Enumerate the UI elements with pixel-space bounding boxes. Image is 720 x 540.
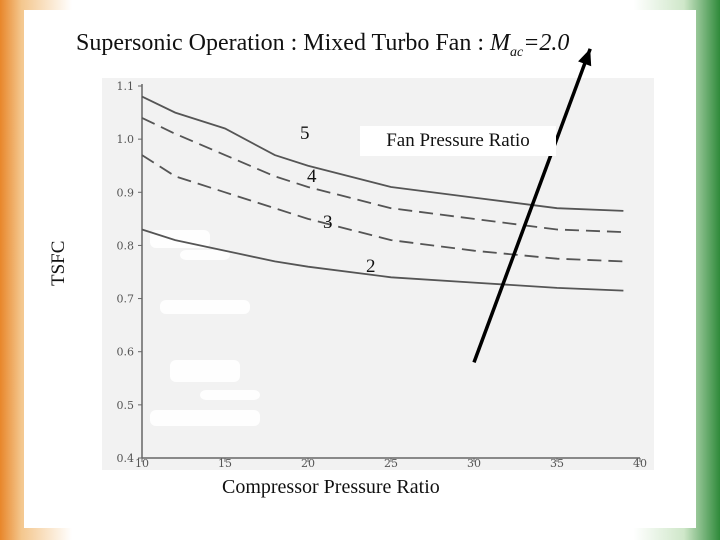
trend-arrow-head xyxy=(578,48,592,67)
x-tick-label: 30 xyxy=(467,457,481,470)
series-line-fpr-3 xyxy=(141,154,624,263)
y-tick-label: 0.8 xyxy=(117,239,135,252)
scan-texture xyxy=(150,230,260,426)
series-label-fpr-4: 4 xyxy=(307,166,317,187)
series-line-fpr-4 xyxy=(141,117,624,233)
x-tick-label: 35 xyxy=(550,457,564,470)
texture-patch xyxy=(170,360,240,382)
series-label-fpr-3: 3 xyxy=(323,212,333,233)
x-tick-label: 40 xyxy=(633,457,647,470)
texture-patch xyxy=(180,250,230,260)
x-tick-label: 20 xyxy=(301,457,315,470)
y-tick-label: 1.0 xyxy=(117,133,135,146)
series-label-fpr-5: 5 xyxy=(300,123,310,144)
x-axis-label: Compressor Pressure Ratio xyxy=(222,476,440,498)
texture-patch xyxy=(160,300,250,314)
series-line-fpr-2 xyxy=(141,228,624,292)
texture-patch xyxy=(150,410,260,426)
y-tick-label: 0.5 xyxy=(117,399,135,412)
x-tick-label: 25 xyxy=(384,457,398,470)
y-tick-label: 1.1 xyxy=(117,80,135,93)
y-tick-label: 0.9 xyxy=(117,186,135,199)
chart-title: Supersonic Operation : Mixed Turbo Fan :… xyxy=(76,30,570,60)
trend-arrow-shaft xyxy=(472,48,592,363)
x-tick-label: 15 xyxy=(218,457,232,470)
y-tick-label: 0.6 xyxy=(117,346,135,359)
texture-patch xyxy=(200,390,260,400)
y-axis-label: TSFC xyxy=(48,240,69,286)
y-tick-label: 0.7 xyxy=(117,293,135,306)
x-tick-label: 10 xyxy=(135,457,149,470)
series-line-fpr-5 xyxy=(141,95,624,212)
series-label-fpr-2: 2 xyxy=(366,256,376,277)
y-tick-label: 0.4 xyxy=(117,452,135,465)
fan-pressure-ratio-annotation: Fan Pressure Ratio xyxy=(360,126,556,156)
